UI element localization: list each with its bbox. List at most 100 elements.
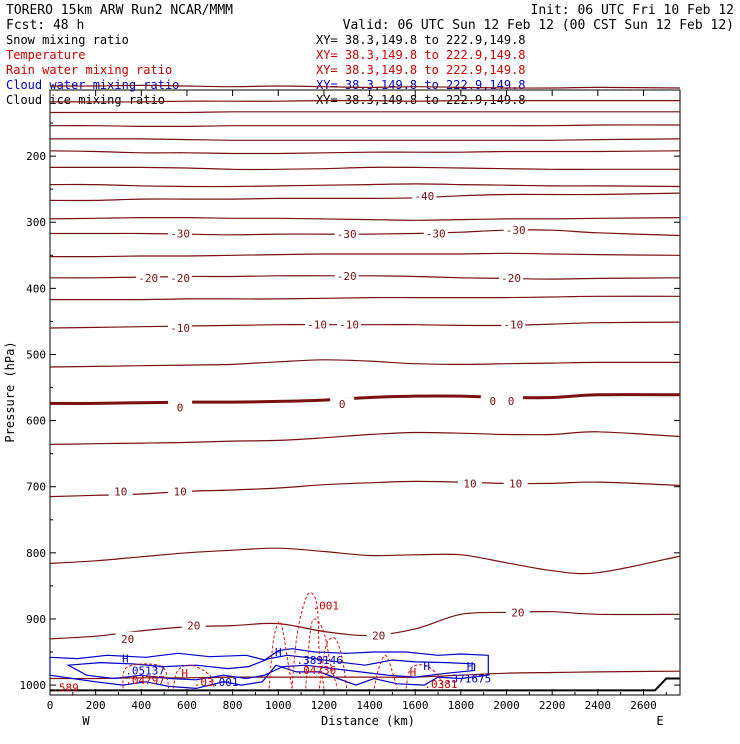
temperature-label-bg <box>136 270 161 283</box>
header-model: TORERO 15km ARW Run2 NCAR/MMM <box>6 3 233 18</box>
temperature-label: -10 <box>339 319 359 332</box>
isotherm-lines <box>49 84 681 680</box>
legend-xy-temperature: XY= 38.3,149.8 to 222.9,149.8 <box>316 48 526 62</box>
isotherm-line <box>50 99 680 103</box>
isotherm-line <box>49 229 681 237</box>
maximum-marker: H <box>122 653 129 666</box>
x-tick-label: 1400 <box>356 699 383 712</box>
temperature-label: -40 <box>414 190 434 203</box>
y-axis-title: Pressure (hPa) <box>3 341 17 442</box>
y-tick-label: 200 <box>26 150 46 163</box>
isotherm-line <box>50 166 680 171</box>
mixing-ratio-label: .371675 <box>445 672 491 685</box>
temperature-label-bg <box>108 484 133 497</box>
x-tick-label: 400 <box>131 699 151 712</box>
maximum-marker: H <box>275 646 282 659</box>
rain-water-contour <box>373 654 398 689</box>
temperature-label: -10 <box>170 322 190 335</box>
isotherm-line <box>49 480 681 498</box>
legend-xy-cloud-ice: XY= 38.3,149.8 to 222.9,149.8 <box>316 93 526 107</box>
legend-xy-rain: XY= 38.3,149.8 to 222.9,149.8 <box>316 63 526 77</box>
isotherm-line <box>50 295 681 301</box>
x-tick-label: 1800 <box>448 699 475 712</box>
temperature-label: 0 <box>177 401 184 414</box>
temperature-label: 0 <box>508 395 515 408</box>
temperature-label: -30 <box>170 227 190 240</box>
temperature-label: 10 <box>463 477 476 490</box>
y-tick-label: 900 <box>26 613 46 626</box>
x-tick-label: 0 <box>47 699 54 712</box>
maximum-marker: H <box>181 667 188 680</box>
isotherm-line <box>49 547 681 575</box>
rain-water-contour <box>405 664 444 689</box>
isotherm-line <box>49 124 681 128</box>
isotherm-line <box>49 111 680 114</box>
x-tick-label: 2400 <box>585 699 612 712</box>
temperature-label: 10 <box>173 485 186 498</box>
x-tick-label: 1200 <box>311 699 338 712</box>
temperature-label: -20 <box>170 272 190 285</box>
isotherm-line <box>49 359 681 368</box>
temperature-label: -30 <box>337 228 357 241</box>
x-axis: 0 200 400 600 800 1000 1200 1400 1600 1800 2000 220… <box>47 90 667 712</box>
mixing-ratio-label: .04797 <box>125 674 165 687</box>
x-tick-label: 200 <box>86 699 106 712</box>
legend-label-temperature: Temperature <box>6 48 85 62</box>
terrain-surface <box>50 677 680 692</box>
isotherm-line <box>49 670 681 680</box>
isotherm-line <box>50 138 681 141</box>
temperature-label-bg <box>499 393 524 406</box>
temperature-label-bg <box>423 226 448 239</box>
temperature-label: 20 <box>187 620 200 633</box>
header-init: Init: 06 UTC Fri 10 Feb 12 <box>531 3 735 18</box>
y-tick-label: 600 <box>26 415 46 428</box>
rain-water-contour <box>305 618 339 689</box>
temperature-label-bg <box>115 631 140 644</box>
legend-label-cloud-water: Cloud water mixing ratio <box>6 78 179 92</box>
x-tick-label: 600 <box>177 699 197 712</box>
mixing-ratio-labels: .001.05137.04797.03.001.389146.04736.371… <box>52 600 491 695</box>
temperature-label-bg <box>330 397 355 410</box>
legend-xy-snow: XY= 38.3,149.8 to 222.9,149.8 <box>316 33 526 47</box>
temperature-label-bg <box>337 317 362 330</box>
maximum-marker: H <box>467 660 474 673</box>
temperature-labels: -40 -30 -30 -30 -30 -20 -20 -20 -20 -10 -10 -10 -10 0… <box>108 188 530 646</box>
temperature-label: -20 <box>337 270 357 283</box>
mixing-ratio-label: .001 <box>212 676 239 689</box>
isotherm-line <box>49 252 681 258</box>
temperature-label-bg <box>366 628 391 641</box>
temperature-label: 0 <box>490 395 497 408</box>
cloud-water-contour <box>49 648 489 690</box>
mixing-ratio-label: .03 <box>194 676 214 689</box>
temperature-label-bg <box>334 268 359 281</box>
maximum-marker: H <box>410 666 417 679</box>
y-tick-label: 700 <box>26 481 46 494</box>
x-tick-label: 2000 <box>493 699 520 712</box>
y-tick-label: 300 <box>26 216 46 229</box>
rain-water-contour <box>318 637 348 689</box>
temperature-label: -10 <box>307 319 327 332</box>
temperature-label: -30 <box>506 224 526 237</box>
temperature-label: 20 <box>372 629 385 642</box>
maximum-marker: H <box>423 660 430 673</box>
terrain-line <box>50 677 680 692</box>
rain-water-contour <box>291 591 325 689</box>
x-tick-label: 1000 <box>265 699 292 712</box>
temperature-label-bg <box>168 400 193 413</box>
temperature-label-bg <box>458 476 482 489</box>
rain-water-contour <box>268 621 293 689</box>
temperature-label: 0 <box>339 398 346 411</box>
header-fcst: Fcst: 48 h <box>6 18 84 33</box>
isotherm-line <box>49 216 681 221</box>
temperature-label-bg <box>168 484 193 497</box>
temperature-label: -10 <box>503 319 523 332</box>
x-axis-title: Distance (km) <box>321 714 415 728</box>
temperature-label-bg <box>412 188 437 201</box>
mixing-ratio-label: .389146 <box>297 654 343 667</box>
mixing-ratio-label: .589 <box>52 682 79 695</box>
temperature-label-bg <box>168 226 193 239</box>
